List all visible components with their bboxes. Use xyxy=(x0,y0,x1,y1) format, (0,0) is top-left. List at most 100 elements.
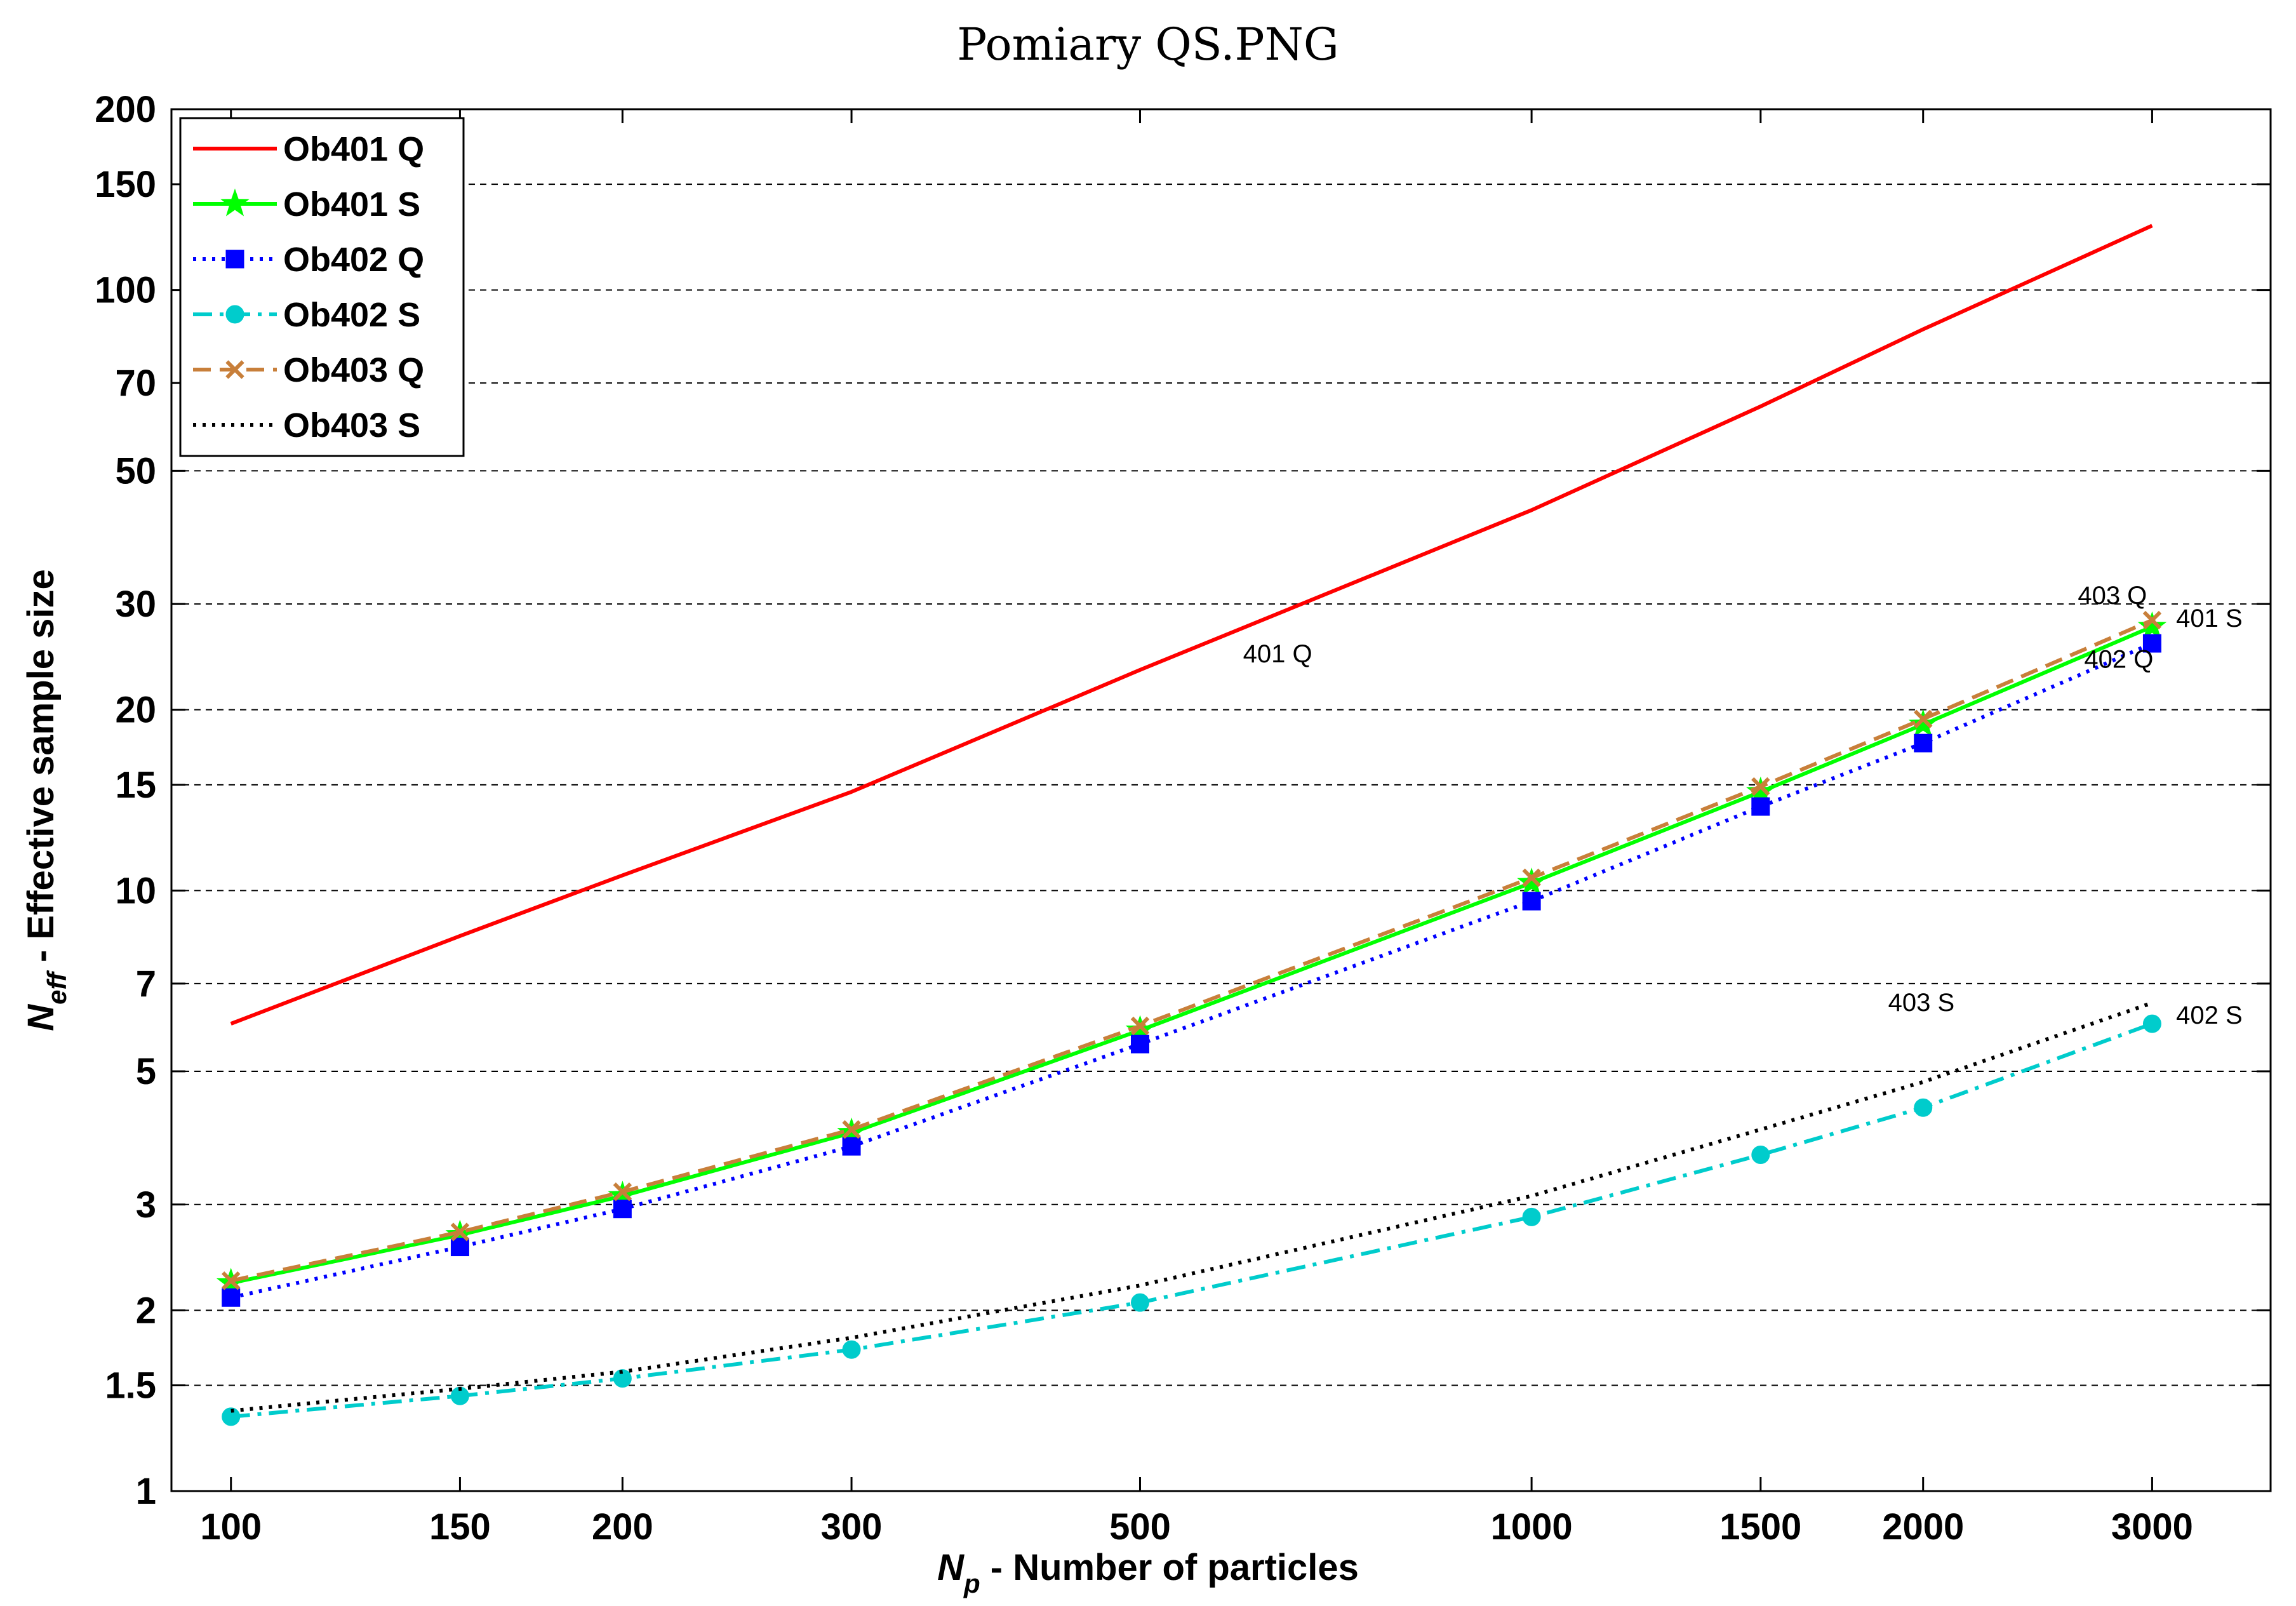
data-point-ob403-q xyxy=(2142,610,2162,630)
series-line-ob401-s xyxy=(230,625,2153,1285)
series-ob401-q xyxy=(230,224,2153,1026)
y-tick-label: 70 xyxy=(115,363,156,404)
data-point-ob402-s xyxy=(1130,1293,1149,1312)
legend-label: Ob401 Q xyxy=(283,130,424,168)
legend-marker xyxy=(225,305,244,324)
legend-label: Ob403 Q xyxy=(283,351,424,389)
x-tick-label: 2000 xyxy=(1882,1506,1964,1548)
data-point-ob402-s xyxy=(613,1369,632,1388)
annotation-401-s: 401 S xyxy=(2176,605,2243,632)
data-point-ob403-q xyxy=(1130,1016,1150,1036)
legend-item-ob401-q: Ob401 Q xyxy=(193,130,424,168)
data-point-ob401-s xyxy=(1517,867,1546,895)
data-point-ob402-s xyxy=(222,1407,241,1426)
annotation-401-q: 401 Q xyxy=(1243,640,1312,668)
data-point-ob403-q xyxy=(613,1182,632,1201)
legend-marker xyxy=(225,360,244,379)
legend-box xyxy=(179,117,465,457)
annotation-403-s: 403 S xyxy=(1888,989,1955,1017)
series-ob403-q xyxy=(222,610,2162,1290)
data-point-ob402-q xyxy=(1522,892,1541,911)
legend-label: Ob402 Q xyxy=(283,241,424,279)
x-axis-label-var: N xyxy=(937,1547,964,1588)
data-point-ob402-q xyxy=(1751,797,1770,816)
y-tick-label: 1 xyxy=(136,1471,156,1512)
annotation-402-q: 402 Q xyxy=(2084,645,2153,673)
series-ob401-s xyxy=(216,611,2167,1295)
y-tick-label: 30 xyxy=(115,584,156,625)
x-tick-label: 200 xyxy=(592,1506,653,1548)
x-tick-label: 1500 xyxy=(1719,1506,1801,1548)
data-point-ob402-s xyxy=(1522,1207,1541,1226)
data-point-ob402-q xyxy=(2142,634,2161,653)
legend-item-ob402-q: Ob402 Q xyxy=(193,241,424,279)
series-line-ob403-s xyxy=(230,1001,2153,1413)
x-tick-label: 300 xyxy=(821,1506,883,1548)
data-point-ob402-s xyxy=(842,1340,861,1359)
legend-item-ob402-s: Ob402 S xyxy=(193,296,420,334)
y-tick-label: 50 xyxy=(115,450,156,492)
data-point-ob403-q xyxy=(1522,868,1541,888)
annotation-402-s: 402 S xyxy=(2176,1001,2243,1029)
y-axis-label-sub: eff xyxy=(42,970,72,1005)
y-tick-label: 150 xyxy=(95,164,156,205)
legend-item-ob401-s: Ob401 S xyxy=(193,185,420,224)
series-line-ob401-q xyxy=(230,224,2153,1026)
data-point-ob403-q xyxy=(222,1271,241,1290)
series-ob402-s xyxy=(222,1014,2161,1426)
annotation-403-q: 403 Q xyxy=(2078,582,2147,610)
y-tick-label: 1.5 xyxy=(105,1365,156,1406)
y-tick-label: 200 xyxy=(95,89,156,130)
y-tick-label: 2 xyxy=(136,1290,156,1331)
y-axis-label-rest: - Effective sample size xyxy=(20,569,62,972)
y-tick-label: 20 xyxy=(115,690,156,731)
chart-title: Pomiary QS.PNG xyxy=(957,18,1339,70)
y-tick-label: 100 xyxy=(95,270,156,311)
data-point-ob402-q xyxy=(1914,733,1933,753)
legend-label: Ob403 S xyxy=(283,406,420,445)
x-axis-label-sub: p xyxy=(963,1569,980,1598)
data-point-ob402-q xyxy=(842,1137,861,1156)
data-point-ob402-s xyxy=(1751,1146,1770,1165)
x-axis-label-rest: - Number of particles xyxy=(980,1547,1359,1588)
data-point-ob403-q xyxy=(450,1222,470,1241)
data-point-ob402-s xyxy=(1914,1098,1933,1117)
legend-label: Ob402 S xyxy=(283,296,420,334)
x-tick-label: 3000 xyxy=(2111,1506,2193,1548)
y-tick-label: 10 xyxy=(115,870,156,911)
data-point-ob403-q xyxy=(842,1120,861,1139)
y-tick-label: 7 xyxy=(136,963,156,1005)
data-point-ob402-q xyxy=(613,1200,632,1219)
x-axis-label: Np - Number of particles xyxy=(937,1547,1359,1598)
legend-marker xyxy=(220,188,250,217)
y-tick-label: 5 xyxy=(136,1051,156,1092)
data-point-ob401-s xyxy=(2137,611,2167,639)
x-tick-label: 150 xyxy=(429,1506,491,1548)
legend-marker xyxy=(225,250,244,269)
data-point-ob401-s xyxy=(1908,709,1938,737)
x-tick-label: 1000 xyxy=(1491,1506,1573,1548)
legend-item-ob403-s: Ob403 S xyxy=(193,406,420,445)
series-ob403-s xyxy=(230,1001,2153,1413)
x-tick-label: 100 xyxy=(200,1506,262,1548)
annotations: 401 Q 403 Q 401 S 402 Q 403 S 402 S xyxy=(1243,582,2243,1029)
series-line-ob402-q xyxy=(230,641,2153,1300)
legend-label: Ob401 S xyxy=(283,185,420,224)
data-point-ob402-q xyxy=(1130,1034,1149,1054)
x-tick-label: 500 xyxy=(1109,1506,1171,1548)
axis-ticks: 1 1.5 2 3 5 7 10 15 20 30 50 70 100 150 200 100 150 200 30… xyxy=(95,89,2271,1548)
y-axis-label: Neff - Effective sample size xyxy=(20,569,72,1031)
legend: Ob401 Q Ob401 S Ob402 Q Ob402 S Ob403 Q Ob403… xyxy=(179,117,465,457)
data-point-ob402-q xyxy=(450,1238,469,1257)
data-point-ob402-q xyxy=(222,1288,241,1307)
grid-lines xyxy=(171,184,2271,1386)
data-point-ob403-q xyxy=(1914,709,1933,729)
series-line-ob403-q xyxy=(230,618,2153,1283)
y-tick-label: 15 xyxy=(115,765,156,806)
data-point-ob401-s xyxy=(1745,776,1775,805)
data-point-ob403-q xyxy=(1751,777,1770,796)
data-point-ob402-s xyxy=(2142,1014,2161,1033)
plot-area-frame xyxy=(170,108,2272,1492)
